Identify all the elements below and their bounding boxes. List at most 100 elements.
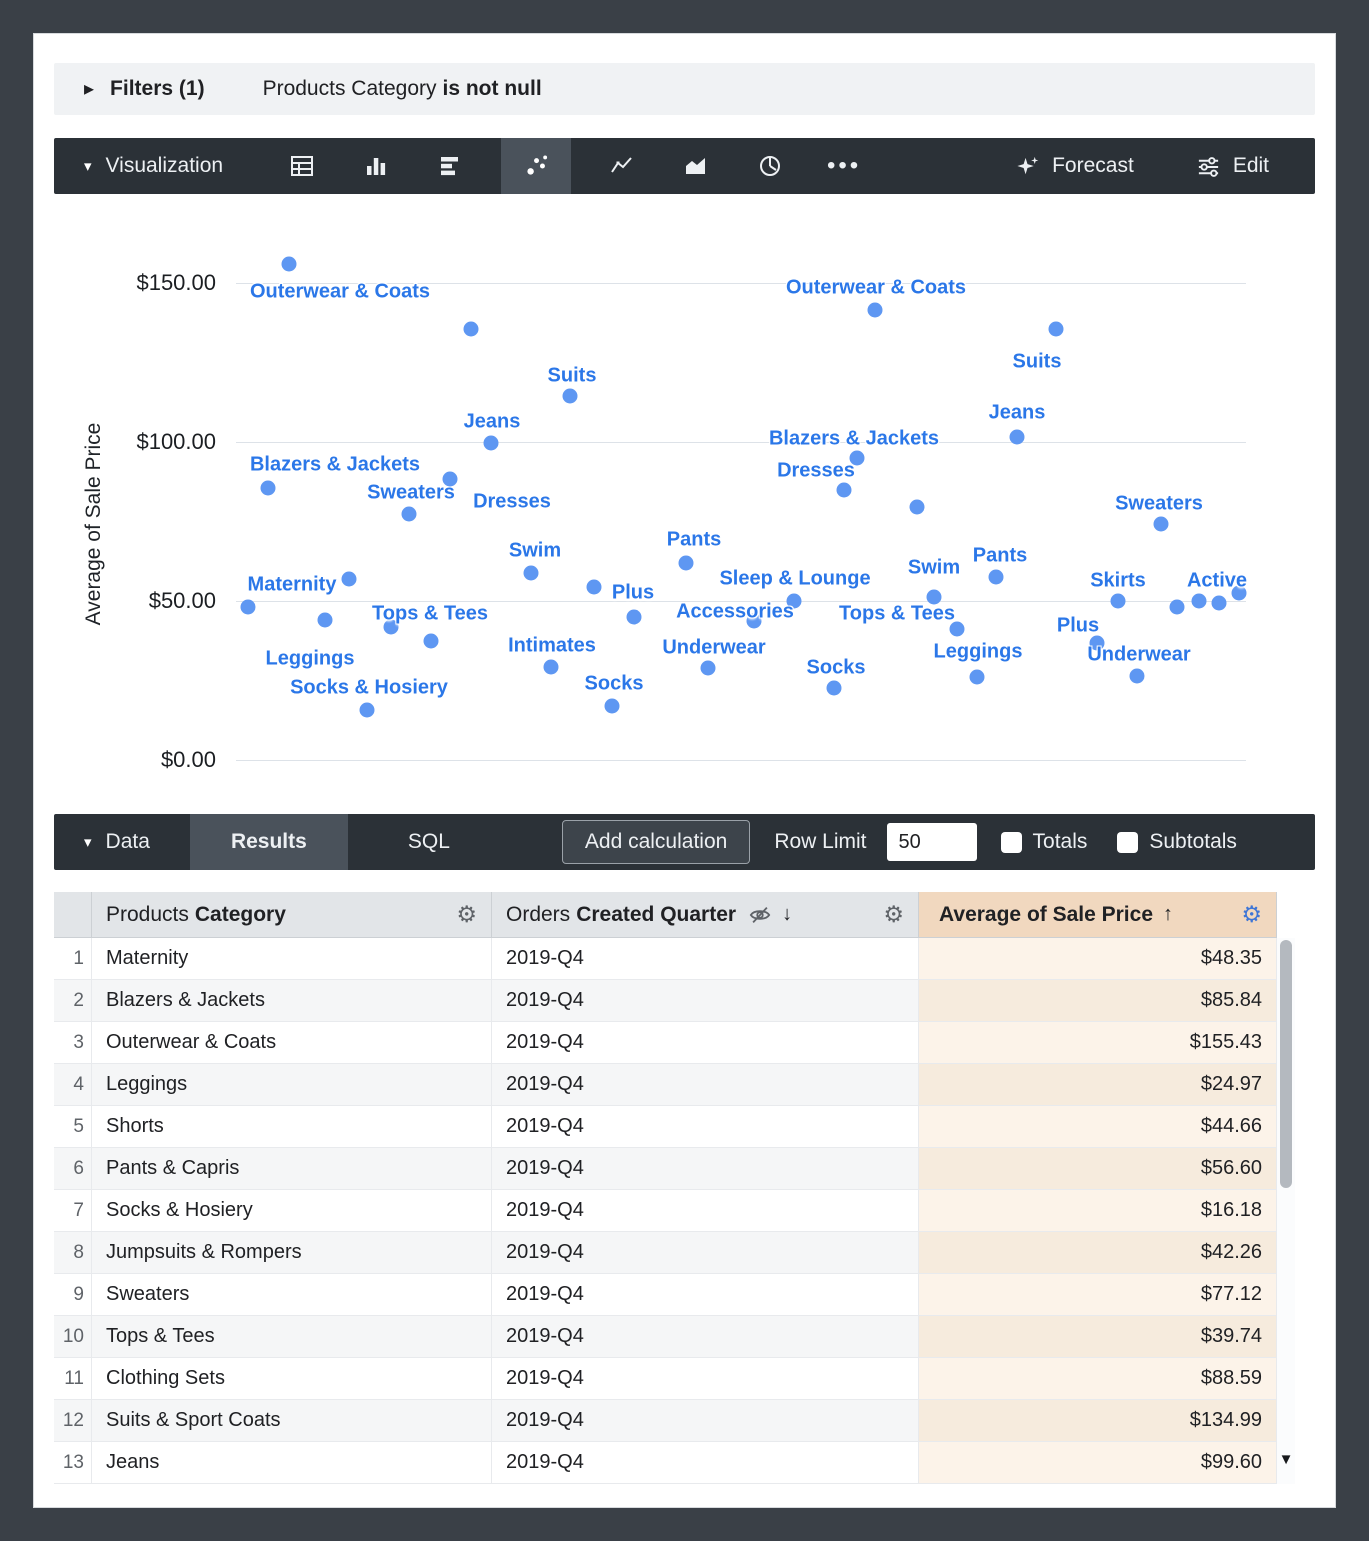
scatter-point[interactable]	[341, 571, 357, 587]
category-cell[interactable]: Jeans	[92, 1442, 492, 1484]
subtotals-checkbox[interactable]	[1117, 831, 1139, 853]
row-number-cell[interactable]: 11	[54, 1358, 92, 1400]
table-row[interactable]: 12 Suits & Sport Coats 2019-Q4 $134.99	[54, 1400, 1295, 1442]
category-cell[interactable]: Sweaters	[92, 1274, 492, 1316]
scatter-point[interactable]	[463, 321, 479, 337]
row-limit-input[interactable]	[886, 823, 977, 861]
scatter-point[interactable]	[1153, 516, 1169, 532]
gear-icon[interactable]: ⚙	[883, 901, 904, 927]
scatter-point[interactable]	[1089, 635, 1105, 651]
column-header-orders-created-quarter[interactable]: Orders Created Quarter ↓ ⚙	[492, 892, 919, 938]
scatter-point[interactable]	[909, 499, 925, 515]
value-cell[interactable]: $16.18	[919, 1190, 1277, 1232]
column-header-products-category[interactable]: Products Category ⚙	[92, 892, 492, 938]
scatter-point[interactable]	[1169, 599, 1185, 615]
category-cell[interactable]: Suits & Sport Coats	[92, 1400, 492, 1442]
scatter-point[interactable]	[317, 612, 333, 628]
scatter-chart-button[interactable]	[501, 138, 572, 194]
scatter-point[interactable]	[1191, 593, 1207, 609]
scatter-point[interactable]	[359, 702, 375, 718]
row-number-cell[interactable]: 5	[54, 1106, 92, 1148]
scatter-point[interactable]	[240, 599, 256, 615]
area-chart-button[interactable]	[673, 138, 719, 194]
scatter-point[interactable]	[260, 480, 276, 496]
quarter-cell[interactable]: 2019-Q4	[492, 1148, 919, 1190]
quarter-cell[interactable]: 2019-Q4	[492, 1400, 919, 1442]
table-row[interactable]: 7 Socks & Hosiery 2019-Q4 $16.18	[54, 1190, 1295, 1232]
filters-bar[interactable]: ▸ Filters (1) Products Category is not nu…	[54, 63, 1315, 115]
scatter-point[interactable]	[969, 669, 985, 685]
quarter-cell[interactable]: 2019-Q4	[492, 1064, 919, 1106]
tab-sql[interactable]: SQL	[407, 830, 450, 853]
value-cell[interactable]: $134.99	[919, 1400, 1277, 1442]
category-cell[interactable]: Leggings	[92, 1064, 492, 1106]
category-cell[interactable]: Clothing Sets	[92, 1358, 492, 1400]
row-number-cell[interactable]: 13	[54, 1442, 92, 1484]
bar-chart-button[interactable]	[427, 138, 473, 194]
scatter-point[interactable]	[483, 435, 499, 451]
value-cell[interactable]: $88.59	[919, 1358, 1277, 1400]
row-number-cell[interactable]: 10	[54, 1316, 92, 1358]
row-number-cell[interactable]: 9	[54, 1274, 92, 1316]
scatter-point[interactable]	[562, 388, 578, 404]
scatter-point[interactable]	[1231, 585, 1247, 601]
scatter-point[interactable]	[383, 619, 399, 635]
chevron-down-icon[interactable]: ▾	[84, 157, 92, 175]
line-chart-button[interactable]	[599, 138, 645, 194]
row-number-cell[interactable]: 6	[54, 1148, 92, 1190]
table-row[interactable]: 11 Clothing Sets 2019-Q4 $88.59	[54, 1358, 1295, 1400]
add-calculation-button[interactable]: Add calculation	[561, 820, 751, 864]
value-cell[interactable]: $24.97	[919, 1064, 1277, 1106]
gear-icon[interactable]: ⚙	[456, 901, 477, 927]
tab-results[interactable]: Results	[189, 814, 348, 870]
category-cell[interactable]: Maternity	[92, 938, 492, 980]
table-chart-button[interactable]	[279, 138, 325, 194]
scatter-point[interactable]	[281, 256, 297, 272]
scroll-down-arrow[interactable]: ▼	[1278, 1451, 1294, 1468]
table-row[interactable]: 10 Tops & Tees 2019-Q4 $39.74	[54, 1316, 1295, 1358]
value-cell[interactable]: $85.84	[919, 980, 1277, 1022]
chevron-down-icon[interactable]: ▾	[84, 833, 92, 851]
table-row[interactable]: 13 Jeans 2019-Q4 $99.60	[54, 1442, 1295, 1484]
visualization-title[interactable]: Visualization	[105, 154, 224, 177]
scrollbar-thumb[interactable]	[1280, 940, 1292, 1188]
quarter-cell[interactable]: 2019-Q4	[492, 1274, 919, 1316]
sort-ascending-icon[interactable]: ↑	[1163, 903, 1173, 925]
table-scrollbar[interactable]: ▼	[1277, 938, 1295, 1484]
pie-chart-button[interactable]	[747, 138, 793, 194]
forecast-button[interactable]: Forecast	[1015, 154, 1134, 179]
table-row[interactable]: 2 Blazers & Jackets 2019-Q4 $85.84	[54, 980, 1295, 1022]
scatter-point[interactable]	[401, 506, 417, 522]
scatter-point[interactable]	[849, 450, 865, 466]
row-number-cell[interactable]: 12	[54, 1400, 92, 1442]
category-cell[interactable]: Shorts	[92, 1106, 492, 1148]
quarter-cell[interactable]: 2019-Q4	[492, 1358, 919, 1400]
value-cell[interactable]: $155.43	[919, 1022, 1277, 1064]
column-chart-button[interactable]	[353, 138, 399, 194]
row-number-cell[interactable]: 2	[54, 980, 92, 1022]
category-cell[interactable]: Blazers & Jackets	[92, 980, 492, 1022]
gear-icon[interactable]: ⚙	[1241, 901, 1262, 927]
category-cell[interactable]: Jumpsuits & Rompers	[92, 1232, 492, 1274]
quarter-cell[interactable]: 2019-Q4	[492, 980, 919, 1022]
scatter-point[interactable]	[1009, 429, 1025, 445]
sort-descending-icon[interactable]: ↓	[782, 903, 793, 925]
scatter-point[interactable]	[700, 660, 716, 676]
row-number-cell[interactable]: 1	[54, 938, 92, 980]
value-cell[interactable]: $99.60	[919, 1442, 1277, 1484]
scatter-point[interactable]	[826, 680, 842, 696]
value-cell[interactable]: $56.60	[919, 1148, 1277, 1190]
scatter-point[interactable]	[786, 593, 802, 609]
category-cell[interactable]: Tops & Tees	[92, 1316, 492, 1358]
scatter-point[interactable]	[1048, 321, 1064, 337]
scatter-point[interactable]	[1211, 595, 1227, 611]
scatter-point[interactable]	[746, 613, 762, 629]
chevron-right-icon[interactable]: ▸	[84, 78, 95, 100]
scatter-point[interactable]	[678, 555, 694, 571]
quarter-cell[interactable]: 2019-Q4	[492, 938, 919, 980]
table-row[interactable]: 9 Sweaters 2019-Q4 $77.12	[54, 1274, 1295, 1316]
table-row[interactable]: 3 Outerwear & Coats 2019-Q4 $155.43	[54, 1022, 1295, 1064]
scatter-point[interactable]	[442, 471, 458, 487]
value-cell[interactable]: $39.74	[919, 1316, 1277, 1358]
data-title[interactable]: Data	[105, 830, 150, 853]
